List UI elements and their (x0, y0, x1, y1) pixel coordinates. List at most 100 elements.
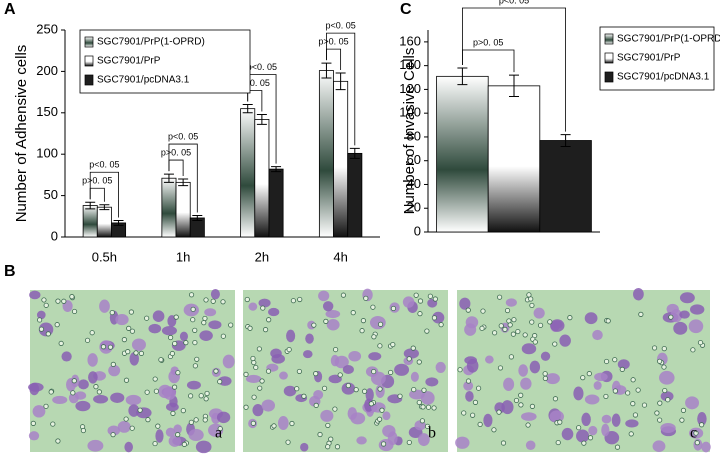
pore (377, 321, 384, 327)
cell (625, 419, 639, 428)
cell (365, 388, 374, 402)
pore (110, 432, 116, 438)
pore (296, 368, 303, 375)
pore (475, 385, 482, 391)
pore (203, 396, 209, 402)
cell (36, 310, 46, 320)
pore (507, 322, 513, 328)
pore (110, 361, 116, 367)
cell (173, 424, 182, 435)
pore (504, 307, 511, 314)
pore (100, 344, 107, 350)
y-tick-label: 0 (51, 228, 58, 243)
pore (419, 418, 426, 424)
pore (417, 311, 423, 317)
pore (123, 377, 130, 383)
pore (89, 330, 95, 336)
pore (508, 354, 514, 360)
pore (192, 327, 198, 333)
cell (370, 371, 386, 386)
pore (532, 339, 538, 345)
cell (326, 319, 340, 331)
pore (427, 293, 433, 299)
pore (363, 295, 369, 301)
pore (406, 439, 412, 446)
cell (425, 377, 439, 387)
cell (617, 359, 630, 370)
pore (628, 431, 634, 437)
cell (455, 436, 470, 449)
pore (286, 346, 292, 353)
y-tick-label: 250 (36, 21, 58, 36)
pore (496, 409, 502, 415)
cell (165, 427, 176, 437)
cell (485, 355, 494, 364)
bar (268, 168, 284, 238)
pore (379, 407, 385, 413)
legend-swatch (84, 74, 94, 86)
pore (55, 438, 61, 444)
error-bar (335, 72, 346, 91)
cell (32, 405, 46, 418)
cell (28, 382, 44, 392)
cell (125, 394, 142, 406)
panel-label: A (4, 1, 16, 18)
annotation: p<0. 05 (247, 62, 277, 72)
error-bar (113, 219, 124, 226)
cell (283, 385, 297, 397)
cell (356, 436, 367, 445)
cell (521, 343, 537, 355)
pore (169, 350, 175, 357)
pore (290, 298, 296, 304)
cell (108, 364, 121, 377)
cell (87, 439, 104, 452)
cell (168, 435, 182, 447)
cell (584, 394, 600, 405)
pore (350, 310, 356, 316)
error-bar (349, 147, 360, 159)
pore (510, 331, 516, 337)
cell (222, 354, 235, 369)
pore (411, 386, 417, 393)
pore (333, 346, 339, 353)
pore (361, 388, 368, 394)
cell (248, 302, 258, 311)
pore (518, 402, 524, 408)
cell (418, 433, 430, 447)
cell (268, 307, 280, 317)
pore (84, 337, 91, 343)
cell (148, 323, 162, 334)
pore (250, 355, 256, 362)
cell (688, 319, 704, 334)
pore (251, 359, 257, 366)
bar (318, 70, 334, 238)
cell (28, 431, 40, 441)
pore (431, 405, 437, 411)
pore (332, 406, 338, 412)
pore (552, 396, 559, 402)
pore (126, 325, 132, 331)
pore (699, 422, 705, 428)
legend-swatch (604, 33, 614, 45)
y-tick-label: 20 (407, 200, 421, 215)
bracket (89, 187, 105, 202)
pore (144, 389, 150, 395)
pore (368, 401, 374, 407)
cell (270, 348, 282, 359)
pore (45, 331, 51, 337)
pore (109, 309, 115, 316)
cell (673, 321, 688, 335)
pore (390, 341, 396, 348)
pore (192, 339, 198, 346)
cell (382, 411, 391, 421)
bracket (326, 32, 356, 146)
pore (181, 441, 187, 447)
cell (593, 381, 602, 390)
pore (567, 315, 573, 321)
pore (133, 350, 139, 356)
y-tick-label: 160 (399, 33, 421, 48)
pore (190, 317, 196, 323)
pore (198, 393, 204, 399)
x-tick-label: 2h (255, 249, 269, 264)
pore (220, 299, 226, 305)
